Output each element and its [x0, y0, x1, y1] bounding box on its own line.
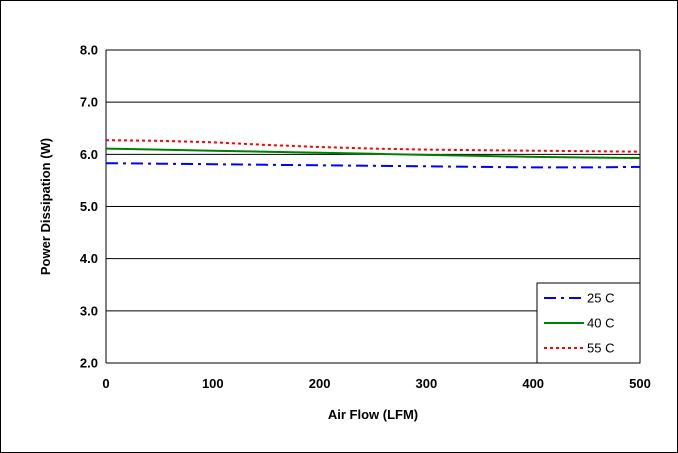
y-tick-label: 6.0: [80, 147, 98, 162]
legend: 25 C 40 C 55 C: [536, 282, 641, 364]
y-tick-label: 2.0: [80, 356, 98, 371]
series-line-25-c: [105, 162, 641, 169]
y-axis-title: Power Dissipation (W): [38, 138, 53, 275]
x-tick-label: 300: [416, 376, 438, 391]
legend-label: 55 C: [587, 341, 614, 356]
x-tick-label: 0: [102, 376, 109, 391]
legend-label: 40 C: [587, 316, 614, 331]
tick-labels: 2.0 3.0 4.0 5.0 6.0 7.0 8.0 0 100 200 300 400 500: [80, 43, 651, 392]
x-tick-label: 400: [522, 376, 544, 391]
series-line-40-c: [105, 147, 641, 159]
y-tick-label: 4.0: [80, 251, 98, 266]
y-tick-label: 3.0: [80, 303, 98, 318]
series-lines: [105, 139, 641, 169]
x-tick-label: 500: [629, 376, 651, 391]
y-tick-label: 7.0: [80, 95, 98, 110]
series-line-55-c: [105, 139, 641, 153]
y-tick-label: 8.0: [80, 43, 98, 58]
y-tick-label: 5.0: [80, 199, 98, 214]
x-tick-label: 200: [309, 376, 331, 391]
x-tick-label: 100: [202, 376, 224, 391]
legend-label: 25 C: [587, 291, 614, 306]
x-axis-title: Air Flow (LFM): [328, 407, 418, 422]
